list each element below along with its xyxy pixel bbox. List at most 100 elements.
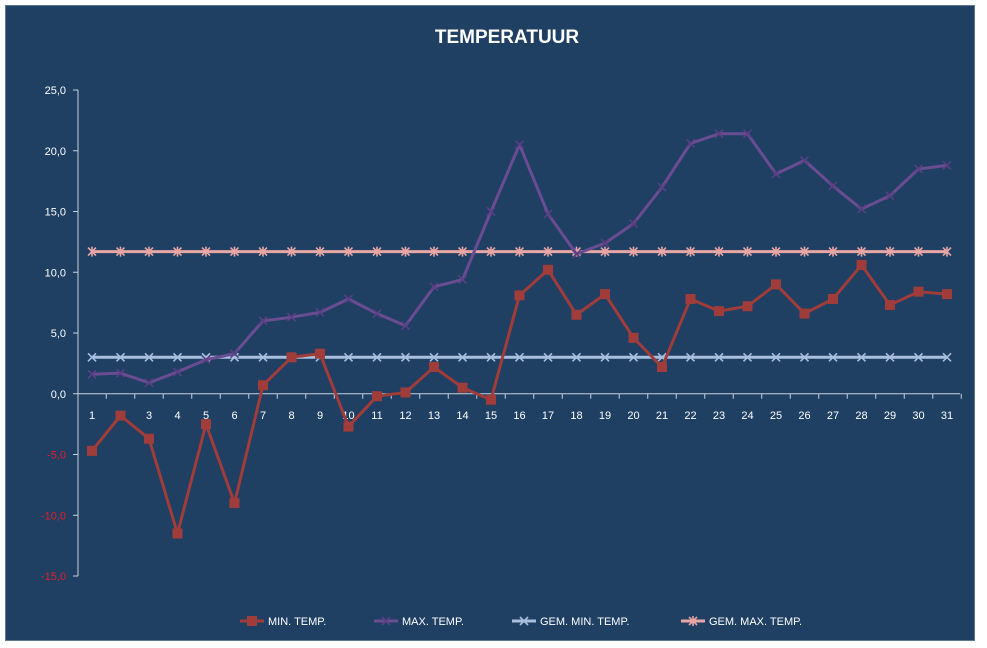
data-point	[885, 300, 895, 311]
series-2	[87, 129, 952, 388]
data-point	[144, 352, 154, 362]
x-tick-label: 30	[912, 410, 924, 422]
data-point	[400, 387, 411, 398]
data-point	[172, 367, 183, 377]
data-point	[799, 155, 810, 166]
x-tick-label: 5	[203, 410, 209, 422]
data-point	[172, 528, 183, 539]
data-point	[486, 352, 496, 362]
x-tick-label: 19	[599, 410, 611, 422]
data-point	[942, 246, 952, 257]
legend-marker	[381, 616, 391, 626]
data-point	[400, 321, 411, 331]
data-point	[457, 352, 468, 362]
data-point	[429, 246, 439, 257]
data-point	[486, 206, 496, 217]
x-tick-label: 3	[146, 410, 152, 422]
data-point	[115, 368, 126, 378]
data-point	[258, 246, 268, 257]
data-point	[229, 349, 240, 359]
data-point	[315, 246, 325, 257]
data-point	[828, 293, 838, 304]
data-point	[486, 246, 496, 257]
data-point	[144, 246, 154, 257]
data-point	[172, 352, 183, 362]
data-point	[429, 362, 439, 373]
data-point	[628, 332, 639, 343]
data-point	[144, 378, 154, 388]
series-line	[91, 132, 948, 385]
x-tick-label: 24	[741, 410, 753, 422]
data-point	[913, 286, 924, 297]
data-point	[172, 246, 183, 257]
legend-item: MAX. TEMP.	[374, 616, 464, 628]
data-point	[571, 352, 582, 362]
series-line	[90, 263, 948, 535]
data-point	[628, 219, 639, 229]
data-point	[600, 352, 610, 362]
data-point	[771, 246, 781, 257]
data-point	[258, 352, 268, 362]
x-tick-label: 15	[485, 410, 497, 422]
x-tick-label: 21	[656, 410, 668, 422]
data-point	[372, 246, 382, 257]
chart-title: TEMPERATUUR	[435, 27, 580, 48]
data-point	[742, 129, 753, 139]
data-point	[429, 282, 439, 292]
series-layer	[87, 129, 952, 539]
data-point	[913, 352, 924, 362]
data-point	[543, 246, 553, 257]
data-point	[799, 246, 810, 257]
series-1	[87, 259, 952, 539]
data-point	[457, 274, 468, 285]
data-point	[856, 204, 867, 214]
legend-item: GEM. MIN. TEMP.	[512, 616, 629, 628]
data-point	[87, 369, 97, 379]
y-tick-label: 10,0	[45, 267, 66, 279]
data-point	[742, 246, 753, 257]
data-point	[543, 352, 553, 362]
x-tick-label: 23	[713, 410, 725, 422]
data-point	[799, 352, 810, 362]
x-tick-label: 29	[884, 410, 896, 422]
legend-label: GEM. MIN. TEMP.	[540, 616, 629, 628]
legend-marker	[519, 616, 529, 626]
legend-marker	[688, 616, 698, 626]
x-tick-label: 6	[231, 410, 237, 422]
data-point	[115, 410, 126, 421]
data-point	[885, 246, 895, 257]
data-point	[229, 498, 240, 509]
data-point	[457, 246, 468, 257]
data-point	[628, 246, 639, 257]
data-point	[87, 445, 97, 456]
data-point	[514, 246, 525, 257]
data-point	[913, 246, 924, 257]
data-point	[657, 182, 667, 192]
legend-marker	[247, 616, 257, 626]
data-point	[258, 380, 268, 391]
x-tick-label: 16	[513, 410, 525, 422]
data-point	[714, 129, 724, 139]
data-point	[600, 289, 610, 300]
data-point	[714, 246, 724, 257]
data-point	[315, 348, 325, 359]
x-tick-label: 18	[570, 410, 582, 422]
axes: -15,0-10,0-5,00,05,010,015,020,025,01234…	[41, 85, 962, 583]
x-tick-label: 17	[542, 410, 554, 422]
data-point	[942, 160, 952, 170]
data-point	[828, 246, 838, 257]
data-point	[742, 301, 753, 312]
data-point	[87, 246, 97, 257]
data-point	[714, 352, 724, 362]
legend-item: MIN. TEMP.	[240, 616, 326, 628]
data-point	[343, 352, 354, 362]
data-point	[885, 352, 895, 362]
data-point	[343, 294, 354, 304]
data-point	[856, 259, 867, 270]
series-4	[87, 246, 952, 257]
y-tick-label: 25,0	[45, 85, 66, 97]
data-point	[343, 421, 354, 432]
data-point	[372, 352, 382, 362]
data-point	[514, 140, 525, 150]
